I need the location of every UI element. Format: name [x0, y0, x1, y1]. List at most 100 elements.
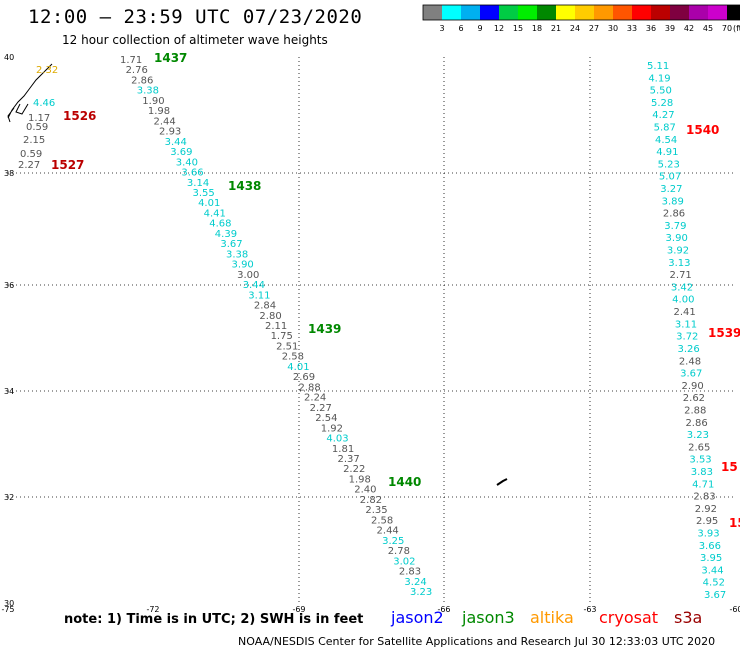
- swh-value: 5.50: [650, 86, 672, 97]
- latitude-label: 40: [4, 53, 14, 62]
- swh-value: 2.88: [298, 382, 320, 393]
- swh-value: 2.88: [684, 405, 706, 416]
- swh-value: 3.24: [404, 577, 426, 588]
- swh-value: 2.44: [153, 116, 175, 127]
- swh-value: 2.82: [360, 495, 382, 506]
- swh-value: 3.95: [700, 553, 722, 564]
- swh-value: 3.38: [137, 86, 159, 97]
- swh-value: 2.27: [310, 403, 332, 414]
- swh-value: 3.00: [237, 270, 259, 281]
- units-note: note: 1) Time is in UTC; 2) SWH is in fe…: [64, 612, 364, 627]
- swh-value: 1.71: [120, 55, 142, 66]
- swh-value: 2.65: [688, 442, 710, 453]
- color-scale-label: 70: [722, 24, 732, 33]
- swh-value: 4.39: [215, 229, 237, 240]
- swh-value: 1.75: [271, 331, 293, 342]
- color-scale-label: 6: [458, 24, 463, 33]
- pass-time-label: 15: [729, 516, 740, 530]
- longitude-label: -75: [1, 605, 14, 614]
- color-scale-label: 45: [703, 24, 713, 33]
- swh-value: 2.37: [338, 454, 360, 465]
- legend-s3a: s3a: [674, 608, 703, 627]
- swh-value: 4.46: [33, 98, 55, 109]
- swh-value: 3.90: [232, 260, 254, 271]
- swh-value: 2.24: [304, 393, 326, 404]
- swh-value: 5.23: [658, 159, 680, 170]
- swh-value: 4.54: [655, 135, 677, 146]
- swh-value: 2.44: [377, 526, 399, 537]
- color-scale-swatch: [708, 5, 727, 20]
- swh-value: 0.59: [20, 149, 42, 160]
- swh-value: 3.44: [165, 137, 187, 148]
- latitude-label: 38: [4, 169, 14, 178]
- swh-value: 2.71: [670, 270, 692, 281]
- longitude-label: -63: [583, 605, 596, 614]
- swh-value: 3.67: [704, 590, 726, 601]
- swh-value: 2.32: [36, 65, 58, 76]
- color-scale-swatch: [632, 5, 651, 20]
- swh-value: 2.62: [683, 393, 705, 404]
- pass-time-label: 1540: [686, 123, 719, 137]
- swh-value: 2.80: [259, 311, 281, 322]
- swh-value: 3.93: [697, 528, 719, 539]
- color-scale-label: 39: [665, 24, 675, 33]
- swh-value: 4.01: [287, 362, 309, 373]
- swh-value: 3.13: [668, 258, 690, 269]
- swh-value: 2.22: [343, 464, 365, 475]
- legend-cryosat: cryosat: [599, 608, 659, 627]
- color-scale-swatch: [518, 5, 537, 20]
- swh-value: 2.11: [265, 321, 287, 332]
- legend-jason2: jason2: [391, 608, 444, 627]
- grid-lines: [8, 57, 736, 603]
- axis-labels: 40 38 36 34 32 30-75 -72 -69 -66 -63 -60: [1, 53, 740, 614]
- latitude-label: 30: [4, 599, 14, 608]
- swh-value: 3.53: [689, 455, 711, 466]
- color-scale-label: 3: [439, 24, 444, 33]
- color-scale-swatch: [442, 5, 461, 20]
- color-scale-swatch: [461, 5, 480, 20]
- island-path: [496, 478, 508, 486]
- swh-value: 3.23: [687, 430, 709, 441]
- swh-value: 5.07: [659, 172, 681, 183]
- swh-value: 3.66: [181, 168, 203, 179]
- swh-value: 2.84: [254, 301, 276, 312]
- swh-value: 4.91: [656, 147, 678, 158]
- color-scale-swatch: [651, 5, 670, 20]
- swh-value: 3.14: [187, 178, 209, 189]
- swh-value: 2.93: [159, 127, 181, 138]
- swh-value: 2.83: [693, 492, 715, 503]
- swh-value: 2.69: [293, 372, 315, 383]
- legend-altika: altika: [530, 608, 574, 627]
- swh-value: 2.86: [663, 209, 685, 220]
- color-scale-label: 18: [532, 24, 542, 33]
- swh-value: 2.86: [685, 418, 707, 429]
- swh-value: 3.25: [382, 536, 404, 547]
- color-scale-swatch: [727, 5, 740, 20]
- swh-value: 2.27: [18, 160, 40, 171]
- color-scale-label: 33: [627, 24, 637, 33]
- pass-time-label: 1438: [228, 179, 261, 193]
- swh-value: 3.67: [680, 369, 702, 380]
- swh-value: 2.95: [696, 516, 718, 527]
- swh-value: 3.67: [220, 239, 242, 250]
- pass-time-label: 1439: [308, 322, 341, 336]
- swh-value: 2.58: [371, 515, 393, 526]
- swh-value: 3.26: [677, 344, 699, 355]
- color-scale-swatch: [670, 5, 689, 20]
- color-scale-label: 24: [570, 24, 580, 33]
- swh-value: 3.44: [701, 565, 723, 576]
- swh-value: 3.11: [248, 290, 270, 301]
- swh-value: 3.92: [667, 246, 689, 257]
- color-scale-label: 9: [477, 24, 482, 33]
- swh-value: 4.19: [648, 73, 670, 84]
- swh-value: 1.81: [332, 444, 354, 455]
- color-scale-label: 42: [684, 24, 694, 33]
- longitude-label: -69: [292, 605, 305, 614]
- swh-value: 2.35: [365, 505, 387, 516]
- color-scale-swatch: [613, 5, 632, 20]
- swh-value: 5.28: [651, 98, 673, 109]
- swh-value: 3.90: [666, 233, 688, 244]
